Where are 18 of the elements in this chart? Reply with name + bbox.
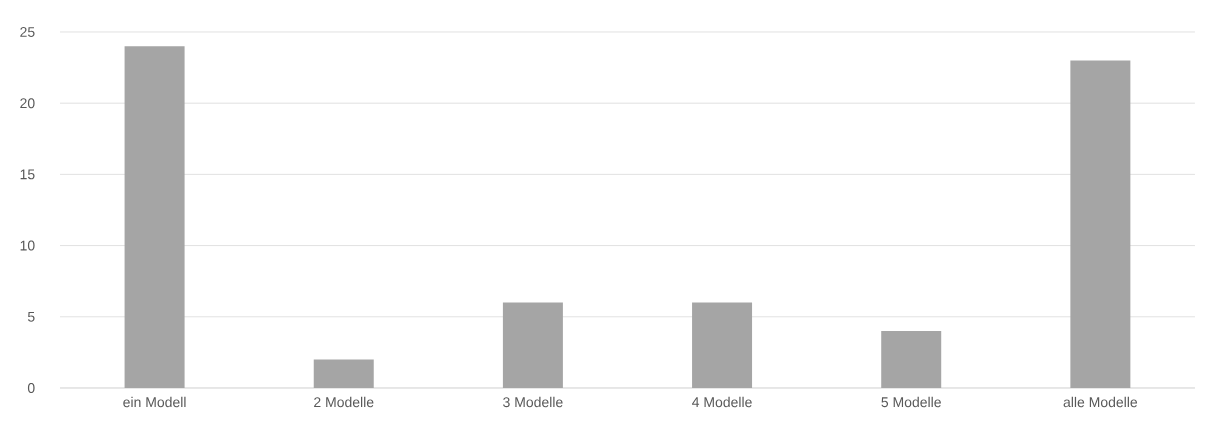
y-tick-label: 10 — [20, 240, 35, 251]
x-tick-label: 4 Modelle — [692, 396, 752, 408]
x-tick-label: ein Modell — [123, 396, 186, 408]
bar — [1070, 60, 1131, 388]
bar — [881, 331, 942, 388]
y-tick-label: 0 — [27, 383, 35, 393]
bar — [124, 46, 185, 388]
bar — [502, 302, 563, 388]
y-tick-label: 25 — [20, 27, 35, 37]
x-tick-label: 5 Modelle — [881, 396, 941, 408]
y-tick-label: 5 — [27, 311, 35, 322]
x-tick-label: 2 Modelle — [314, 396, 374, 408]
x-tick-label: alle Modelle — [1063, 396, 1138, 408]
x-tick-label: 3 Modelle — [503, 396, 563, 408]
y-tick-label: 15 — [20, 169, 35, 180]
bar — [313, 359, 374, 388]
bar — [692, 302, 753, 388]
y-tick-label: 20 — [20, 98, 35, 109]
